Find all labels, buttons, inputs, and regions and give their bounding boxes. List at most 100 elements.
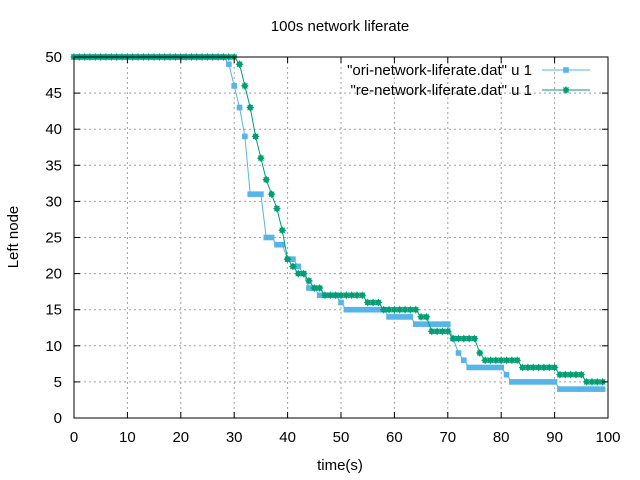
series-1-point [412, 321, 419, 327]
series-2-point [577, 370, 586, 379]
grid-lines [74, 57, 608, 418]
series-1-point [567, 386, 574, 392]
series-1-point [445, 321, 451, 327]
series-2 [70, 53, 607, 386]
series-2-point [235, 60, 244, 69]
series-1-point [434, 321, 440, 327]
y-tick-label: 25 [45, 230, 62, 247]
series-1-point [525, 379, 531, 385]
series-1 [71, 54, 606, 392]
series-1-point [279, 241, 286, 248]
series-1-point [338, 299, 344, 306]
series-2-point [369, 298, 378, 307]
y-tick-label: 0 [54, 410, 62, 427]
y-tick-label: 35 [45, 157, 62, 174]
series-2-point [272, 204, 281, 213]
series-1-point [263, 234, 270, 241]
series-1-point [236, 104, 243, 111]
x-tick-label: 20 [172, 429, 189, 446]
series-1-point [482, 364, 488, 371]
series-1-point [503, 371, 510, 378]
series-2-point [347, 291, 356, 300]
series-2-point [288, 262, 297, 271]
y-tick-label: 40 [45, 121, 62, 138]
series-2-point [486, 356, 495, 365]
series-2-point [320, 291, 329, 300]
x-axis-label: time(s) [317, 457, 363, 474]
series-1-point [493, 364, 499, 371]
x-tick-label: 10 [119, 429, 136, 446]
series-2-point [459, 334, 468, 343]
y-tick-label: 15 [45, 302, 62, 319]
x-tick-label: 30 [226, 429, 243, 446]
series-1-point [455, 350, 462, 356]
series-1-point [423, 321, 430, 327]
legend-swatch-marker-2 [562, 86, 570, 94]
legend-label-2: "re-network-liferate.dat" u 1 [350, 82, 532, 99]
series-1-point [226, 61, 232, 68]
legend-swatch-marker-1 [563, 67, 569, 73]
series-2-point [545, 363, 554, 372]
series-2-point [443, 327, 452, 336]
series-2-point [465, 334, 474, 343]
series-2-point [262, 175, 271, 184]
series-2-point [406, 305, 415, 314]
series-2-point [481, 356, 490, 365]
series-1-point [562, 386, 569, 392]
y-axis-label: Left node [5, 206, 22, 269]
x-tick-label: 100 [595, 429, 620, 446]
y-tick-label: 20 [45, 266, 62, 283]
y-tick-label: 30 [45, 193, 62, 210]
series-2-point [497, 356, 506, 365]
series-1-point [418, 321, 424, 327]
series-2-point [550, 363, 559, 372]
series-2-point [523, 363, 532, 372]
legend-label-1: "ori-network-liferate.dat" u 1 [347, 62, 532, 79]
series-1-point [573, 386, 579, 392]
x-tick-label: 90 [546, 429, 563, 446]
x-tick-label: 60 [386, 429, 403, 446]
x-tick-label: 40 [279, 429, 296, 446]
series-2-point [337, 291, 345, 300]
series-2-point [502, 356, 511, 365]
series-2-point [475, 349, 484, 358]
series-2-point [438, 327, 447, 336]
series-2-point [294, 269, 303, 278]
series-2-point [278, 226, 287, 235]
series-2-point [582, 377, 591, 386]
series-2-point [395, 305, 404, 314]
series-2-point [363, 298, 372, 307]
legend: "ori-network-liferate.dat" u 1 "re-networ… [347, 62, 590, 99]
series-1-point [407, 314, 414, 320]
series-2-point [251, 132, 260, 141]
y-tick-label: 45 [45, 85, 62, 102]
series-2-point [411, 305, 420, 314]
series-2-point [454, 334, 463, 343]
series-2-point [283, 255, 292, 264]
x-tick-label: 50 [333, 429, 350, 446]
series-1-point [535, 379, 542, 385]
series-2-point [534, 363, 543, 372]
series-2-point [417, 312, 426, 321]
series-2-point [342, 291, 351, 300]
x-tick-label: 0 [70, 429, 78, 446]
series-2-point [390, 305, 399, 314]
series-1-point [247, 191, 254, 197]
series-1-point [541, 379, 547, 385]
series-1-point [391, 314, 398, 320]
series-1-point [594, 386, 601, 392]
series-1-point [514, 379, 521, 385]
series-1-point [386, 314, 392, 320]
series-2-point [310, 284, 319, 293]
series-1-point [316, 292, 323, 299]
series-2-point [555, 370, 564, 379]
series-1-point [439, 321, 446, 327]
series-2-point [470, 334, 479, 343]
series-1-point [589, 386, 595, 392]
series-1-point [578, 386, 585, 392]
series-1-point [428, 321, 435, 327]
series-1-line [74, 56, 603, 390]
series-1-point [274, 241, 280, 248]
series-2-point [379, 305, 388, 314]
